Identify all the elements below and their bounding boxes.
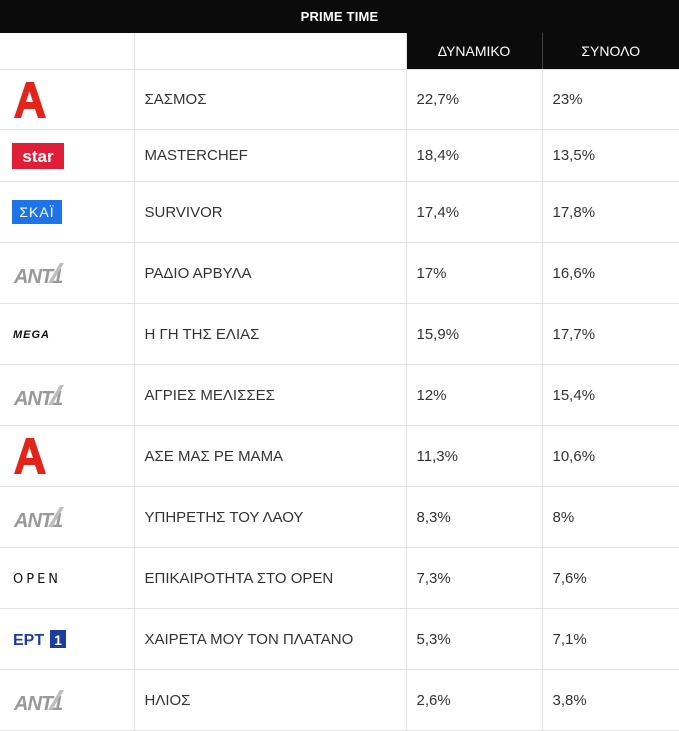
svg-text:1: 1: [54, 632, 62, 648]
channel-cell: ANT1: [0, 669, 135, 731]
show-name: ΡΑΔΙΟ ΑΡΒΥΛΑ: [134, 242, 407, 304]
ratings-table: ΔΥΝΑΜΙΚΟ ΣΥΝΟΛΟ ΣΑΣΜΟΣ 22,7% 23% star MA…: [0, 33, 679, 731]
table-row: ΣΑΣΜΟΣ 22,7% 23%: [0, 69, 679, 130]
table-row: ΣΚΑΪ SURVIVOR 17,4% 17,8%: [0, 181, 679, 243]
show-name: ΧΑΙΡΕΤΑ ΜΟΥ ΤΟΝ ΠΛΑΤΑΝΟ: [134, 608, 407, 670]
alpha-logo-icon: [0, 80, 134, 120]
show-name: ΗΛΙΟΣ: [134, 669, 407, 731]
channel-cell: ΣΚΑΪ: [0, 181, 135, 243]
channel-cell: ANT1: [0, 242, 135, 304]
star-logo-icon: star: [0, 142, 134, 169]
table-row: ANT1 ΡΑΔΙΟ ΑΡΒΥΛΑ 17% 16,6%: [0, 242, 679, 304]
total-value: 23%: [542, 69, 679, 130]
header-dynamic: ΔΥΝΑΜΙΚΟ: [406, 33, 543, 70]
table-row: ANT1 ΑΓΡΙΕΣ ΜΕΛΙΣΣΕΣ 12% 15,4%: [0, 364, 679, 426]
total-value: 17,8%: [542, 181, 679, 243]
total-value: 10,6%: [542, 425, 679, 487]
show-name: ΑΣΕ ΜΑΣ ΡΕ ΜΑΜΑ: [134, 425, 407, 487]
dynamic-value: 22,7%: [406, 69, 543, 130]
dynamic-value: 11,3%: [406, 425, 543, 487]
table-row: ΑΣΕ ΜΑΣ ΡΕ ΜΑΜΑ 11,3% 10,6%: [0, 425, 679, 487]
channel-cell: OPEN: [0, 547, 135, 609]
show-name: ΥΠΗΡΕΤΗΣ ΤΟΥ ΛΑΟΥ: [134, 486, 407, 548]
channel-cell: star: [0, 129, 135, 182]
ant1-logo-icon: ANT1: [0, 381, 134, 409]
total-value: 13,5%: [542, 129, 679, 182]
ant1-logo-icon: ANT1: [0, 686, 134, 714]
dynamic-value: 2,6%: [406, 669, 543, 731]
svg-text:ΕΡΤ: ΕΡΤ: [13, 632, 44, 649]
dynamic-value: 7,3%: [406, 547, 543, 609]
svg-text:OPEN: OPEN: [13, 572, 61, 586]
header-channel: [0, 33, 135, 70]
show-name: MASTERCHEF: [134, 129, 407, 182]
dynamic-value: 17,4%: [406, 181, 543, 243]
show-name: ΣΑΣΜΟΣ: [134, 69, 407, 130]
ert1-logo-icon: ΕΡΤ 1: [0, 628, 134, 650]
table-row: MEGA Η ΓΗ ΤΗΣ ΕΛΙΑΣ 15,9% 17,7%: [0, 303, 679, 365]
header-show: [134, 33, 407, 70]
dynamic-value: 15,9%: [406, 303, 543, 365]
channel-cell: ANT1: [0, 364, 135, 426]
dynamic-value: 12%: [406, 364, 543, 426]
svg-text:star: star: [22, 147, 54, 166]
table-row: star MASTERCHEF 18,4% 13,5%: [0, 129, 679, 182]
total-value: 8%: [542, 486, 679, 548]
svg-text:ΣΚΑΪ: ΣΚΑΪ: [19, 204, 54, 220]
show-name: Η ΓΗ ΤΗΣ ΕΛΙΑΣ: [134, 303, 407, 365]
channel-cell: [0, 69, 135, 130]
header-total: ΣΥΝΟΛΟ: [542, 33, 679, 70]
ant1-logo-icon: ANT1: [0, 259, 134, 287]
table-row: ANT1 ΗΛΙΟΣ 2,6% 3,8%: [0, 669, 679, 731]
total-value: 16,6%: [542, 242, 679, 304]
dynamic-value: 5,3%: [406, 608, 543, 670]
total-value: 3,8%: [542, 669, 679, 731]
mega-logo-icon: MEGA: [0, 326, 134, 342]
channel-cell: [0, 425, 135, 487]
skai-logo-icon: ΣΚΑΪ: [0, 200, 134, 224]
channel-cell: ΕΡΤ 1: [0, 608, 135, 670]
channel-cell: MEGA: [0, 303, 135, 365]
dynamic-value: 8,3%: [406, 486, 543, 548]
total-value: 15,4%: [542, 364, 679, 426]
total-value: 17,7%: [542, 303, 679, 365]
open-logo-icon: OPEN: [0, 570, 134, 586]
dynamic-value: 17%: [406, 242, 543, 304]
alpha-logo-icon: [0, 436, 134, 476]
dynamic-value: 18,4%: [406, 129, 543, 182]
table-row: OPEN ΕΠΙΚΑΙΡΟΤΗΤΑ ΣΤΟ OPEN 7,3% 7,6%: [0, 547, 679, 609]
total-value: 7,1%: [542, 608, 679, 670]
table-row: ANT1 ΥΠΗΡΕΤΗΣ ΤΟΥ ΛΑΟΥ 8,3% 8%: [0, 486, 679, 548]
ant1-logo-icon: ANT1: [0, 503, 134, 531]
header-row: ΔΥΝΑΜΙΚΟ ΣΥΝΟΛΟ: [0, 33, 679, 70]
show-name: SURVIVOR: [134, 181, 407, 243]
table-row: ΕΡΤ 1 ΧΑΙΡΕΤΑ ΜΟΥ ΤΟΝ ΠΛΑΤΑΝΟ 5,3% 7,1%: [0, 608, 679, 670]
show-name: ΑΓΡΙΕΣ ΜΕΛΙΣΣΕΣ: [134, 364, 407, 426]
channel-cell: ANT1: [0, 486, 135, 548]
table-title: PRIME TIME: [0, 0, 679, 33]
total-value: 7,6%: [542, 547, 679, 609]
svg-text:MEGA: MEGA: [13, 329, 50, 341]
show-name: ΕΠΙΚΑΙΡΟΤΗΤΑ ΣΤΟ OPEN: [134, 547, 407, 609]
